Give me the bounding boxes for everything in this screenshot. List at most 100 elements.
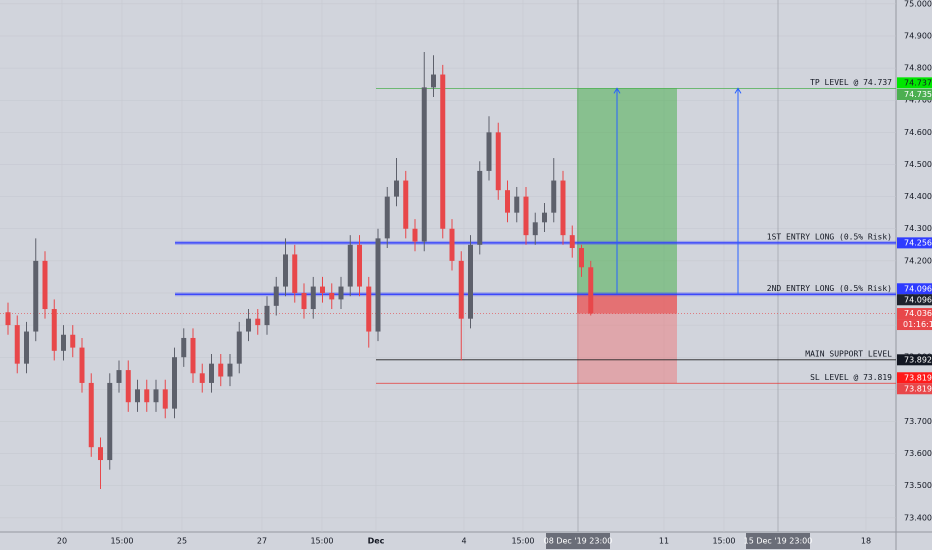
candle-body	[5, 312, 11, 326]
candle-body	[88, 382, 94, 448]
candle-body	[320, 286, 325, 293]
x-tick-label: 15:00	[712, 537, 735, 546]
price-label: 74.096	[904, 295, 932, 304]
candle-body	[384, 196, 390, 239]
y-tick-label: 74.200	[904, 256, 932, 265]
candle-body	[42, 260, 48, 310]
price-label: 74.096	[904, 284, 932, 293]
y-tick-label: 74.300	[904, 224, 932, 233]
price-label-box	[897, 294, 932, 306]
candle-body	[190, 337, 196, 374]
y-tick-label: 74.700	[904, 96, 932, 105]
x-tick-label: 15:00	[310, 537, 333, 546]
price-label-box	[897, 383, 932, 395]
candle-body	[458, 260, 464, 319]
x-tick-label: 15:00	[110, 537, 133, 546]
candle-body	[125, 370, 131, 403]
price-label-box	[897, 77, 932, 89]
profit-zone	[577, 88, 677, 295]
candle-body	[172, 357, 177, 409]
x-tick-label: 18	[861, 537, 871, 546]
x-tick-label: 20	[57, 537, 67, 546]
candle-body	[514, 196, 520, 213]
price-label: 73.819	[904, 373, 932, 382]
candle-body	[107, 382, 113, 461]
time-marker-label: 08 Dec '19 23:00	[544, 537, 613, 546]
candle-body	[98, 447, 103, 461]
y-tick-label: 74.400	[904, 192, 932, 201]
candle-body	[199, 373, 205, 383]
candle-body	[357, 244, 362, 287]
x-tick-label: Dec	[368, 537, 385, 546]
candle-body	[255, 318, 261, 326]
candle-body	[329, 292, 335, 300]
countdown-box	[897, 319, 932, 331]
candle-body	[310, 286, 316, 310]
candle-body	[218, 363, 224, 377]
level-label: SL LEVEL @ 73.819	[810, 373, 892, 382]
candle-body	[273, 286, 279, 306]
candle-body	[505, 190, 510, 213]
y-tick-label: 74.500	[904, 160, 932, 169]
price-label: 73.892	[904, 355, 932, 364]
price-label-box	[897, 372, 932, 384]
price-label: 74.735	[904, 90, 932, 99]
level-label: TP LEVEL @ 74.737	[810, 78, 892, 87]
candle-body	[135, 389, 140, 403]
y-tick-label: 73.400	[904, 513, 932, 522]
price-label-box	[897, 237, 932, 249]
arrow-head	[734, 87, 742, 94]
price-label: 73.819	[904, 384, 932, 393]
candle-body	[431, 74, 436, 88]
y-tick-label: 73.600	[904, 449, 932, 458]
candle-body	[366, 286, 372, 332]
candle-body	[440, 74, 446, 229]
x-tick-label: 25	[177, 537, 187, 546]
y-tick-label: 74.600	[904, 128, 932, 137]
candle-body	[468, 244, 473, 319]
x-tick-label: 15:00	[511, 537, 534, 546]
candle-body	[24, 331, 29, 364]
x-tick-label: 11	[659, 537, 669, 546]
candle-body	[209, 363, 214, 383]
price-label: 74.036	[904, 309, 932, 318]
candle-body	[61, 334, 66, 351]
price-label-box	[897, 354, 932, 366]
x-tick-label: 27	[257, 537, 267, 546]
candle-body	[283, 254, 288, 287]
candle-body	[495, 132, 501, 191]
candle-body	[532, 222, 538, 236]
candle-body	[375, 238, 381, 332]
candle-body	[144, 389, 150, 403]
candle-body	[569, 235, 575, 249]
candle-body	[449, 228, 455, 261]
time-marker-box	[546, 533, 610, 549]
y-tick-label: 74.800	[904, 64, 932, 73]
candle-body	[560, 180, 566, 236]
candle-body	[153, 389, 159, 403]
candle-body	[292, 254, 298, 293]
price-label-box	[897, 88, 932, 100]
x-tick-label: 4	[461, 537, 466, 546]
countdown: 01:16:13	[903, 320, 932, 329]
price-label-box	[897, 283, 932, 295]
y-tick-label: 75.000	[904, 0, 932, 8]
candle-body	[14, 325, 20, 364]
candle-body	[477, 170, 483, 245]
candle-body	[301, 292, 307, 310]
candle-body	[412, 228, 418, 242]
open-loss-zone	[577, 294, 677, 314]
time-marker-box	[746, 533, 810, 549]
candle-body	[264, 305, 270, 326]
candle-body	[181, 337, 187, 358]
candle-body	[79, 347, 85, 383]
candle-body	[338, 286, 344, 300]
candle-body	[588, 267, 594, 314]
candle-body	[403, 180, 409, 229]
price-label: 74.256	[904, 238, 932, 247]
price-label-box	[897, 308, 932, 320]
candle-body	[33, 260, 39, 332]
candle-body	[551, 180, 557, 213]
y-tick-label: 73.700	[904, 417, 932, 426]
